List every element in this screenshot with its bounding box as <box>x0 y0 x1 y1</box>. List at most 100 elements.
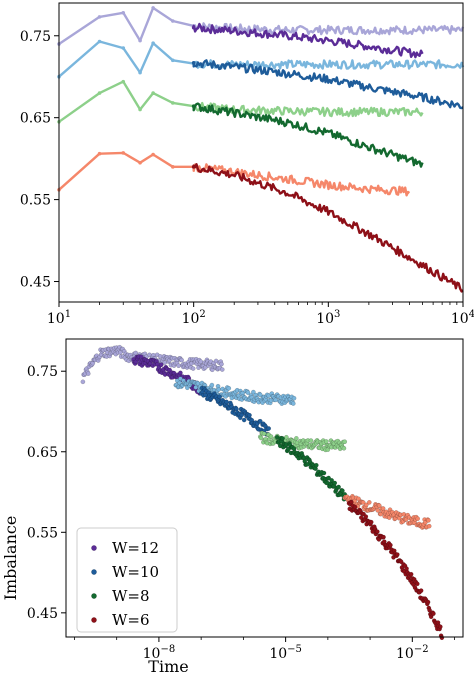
series-5-point <box>138 107 142 112</box>
series-1-point <box>138 38 142 43</box>
axes-frame <box>65 338 464 638</box>
legend-label: W=10 <box>112 563 159 581</box>
series-3-point <box>216 387 222 392</box>
series-1-point <box>121 11 126 15</box>
series-5-point <box>261 431 267 437</box>
series-6-point <box>280 436 285 441</box>
series-8-point <box>348 499 354 505</box>
series-1-line <box>58 6 465 45</box>
y-tick-label: 0.75 <box>27 364 58 380</box>
series-6-point <box>336 484 341 490</box>
series-1-point <box>176 363 181 369</box>
series-8-point <box>363 514 369 519</box>
series-7-point <box>426 523 432 529</box>
series-1-point <box>171 19 175 23</box>
series-7-point <box>138 160 142 165</box>
series-4-point <box>224 399 229 405</box>
series-7-point <box>380 506 386 511</box>
series-7-point <box>151 152 155 157</box>
y-tick-label: 0.45 <box>27 606 58 622</box>
series-4-point <box>257 418 263 424</box>
series-3-point <box>97 39 102 44</box>
series-2-line <box>192 22 424 59</box>
series-3-point <box>121 46 126 50</box>
series-5-point <box>121 79 126 84</box>
series-7-point <box>97 151 102 156</box>
series-5-point <box>342 439 348 445</box>
series-3-point <box>257 392 263 398</box>
legend-box <box>76 527 178 633</box>
y-tick-label: 0.55 <box>27 525 58 541</box>
x-tick-label: 10−5 <box>269 644 302 662</box>
series-1-point <box>219 361 224 367</box>
panel-1: 0.75 0.65 0.55 0.45 101 102 103 104 <box>20 2 474 327</box>
y-axis-label: Imbalance <box>1 516 20 601</box>
series-6-point <box>191 104 196 109</box>
series-5-point <box>324 439 329 444</box>
series-1-point <box>97 15 102 19</box>
series-8-point <box>375 529 380 534</box>
series-7-point <box>171 165 175 169</box>
legend-marker <box>91 617 97 623</box>
series-8-line <box>192 163 464 293</box>
series-6-point <box>274 435 280 440</box>
series-1-point <box>85 371 91 376</box>
y-tick-label: 0.65 <box>20 111 51 127</box>
series-1-point <box>80 379 86 385</box>
x-tick-label: 102 <box>182 309 206 327</box>
series-7-point <box>360 500 366 505</box>
series-4-point <box>191 61 196 65</box>
series-8-point <box>415 581 420 587</box>
series-1-point <box>151 6 155 10</box>
series-7-point <box>426 518 431 523</box>
series-7-point <box>356 496 361 502</box>
series-3-point <box>151 41 155 45</box>
series-1-point <box>219 367 225 372</box>
series-2-point <box>191 25 196 30</box>
series-5-point <box>308 438 314 443</box>
series-4-line <box>192 59 464 110</box>
series-7-point <box>363 502 369 508</box>
series-3-point <box>209 382 215 388</box>
series-4-point <box>217 394 222 400</box>
series-6-point <box>332 480 338 486</box>
series-4-point <box>241 417 247 423</box>
series-3-point <box>291 395 297 401</box>
series-8-point <box>352 504 358 510</box>
series-3-point <box>251 389 256 395</box>
legend-marker <box>91 545 97 551</box>
series-8-point <box>191 165 196 169</box>
series-7-point <box>367 500 372 505</box>
series-7-point <box>376 503 382 508</box>
x-tick-label: 10−2 <box>396 644 429 662</box>
series-1-point <box>198 359 204 364</box>
series-7-line <box>58 151 411 197</box>
series-7-point <box>375 508 381 513</box>
series-5-line <box>58 80 424 123</box>
series-8-point <box>439 635 445 641</box>
series-5-point <box>294 436 299 441</box>
series-8-point <box>408 571 414 577</box>
x-tick-label: 104 <box>451 309 474 327</box>
series-5-point <box>97 91 102 95</box>
series-6-point <box>321 470 327 476</box>
legend-label: W=12 <box>112 539 159 557</box>
series-4-point <box>247 412 252 418</box>
y-tick-label: 0.55 <box>20 193 51 209</box>
series-8-point <box>395 552 400 557</box>
series-2-point <box>178 370 183 376</box>
x-tick-label: 103 <box>316 309 340 327</box>
series-2-point <box>158 362 164 368</box>
series-5-point <box>268 434 274 439</box>
series-1-point <box>190 366 196 371</box>
series-3-point <box>245 390 251 395</box>
y-tick-label: 0.75 <box>20 29 51 45</box>
series-8-point <box>368 519 374 525</box>
series-5-point <box>258 435 264 441</box>
series-1-point <box>133 350 139 356</box>
series-7-point <box>121 151 126 155</box>
plot-area <box>57 6 465 293</box>
series-1-point <box>203 365 208 370</box>
